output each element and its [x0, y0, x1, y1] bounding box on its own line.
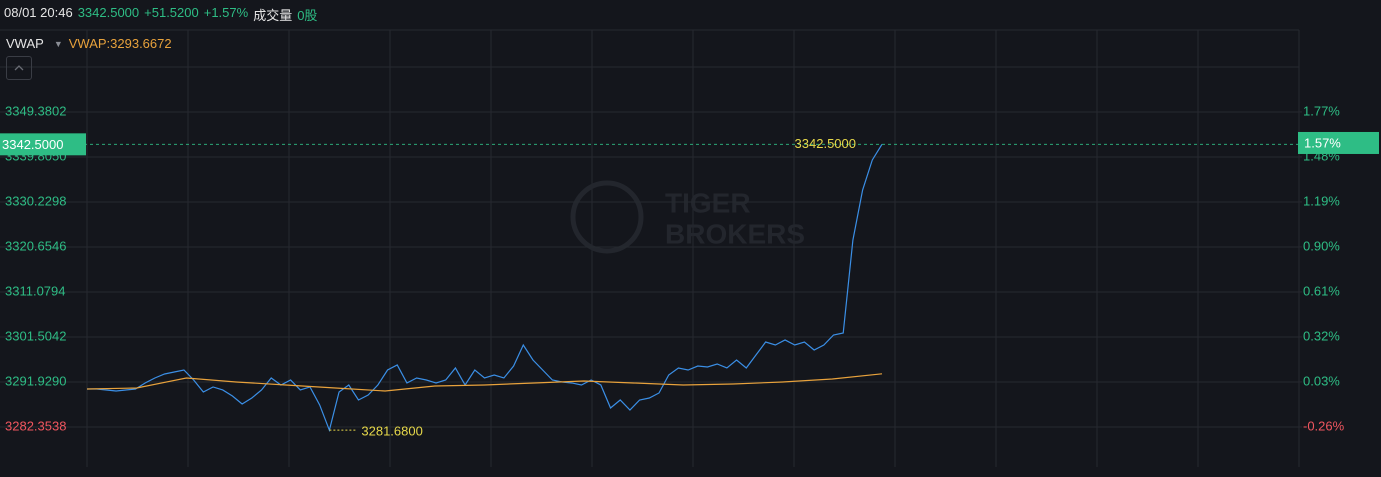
y-tick-label: 3282.3538 — [5, 418, 66, 433]
last-price-tag — [0, 133, 86, 156]
y-tick-label: 3349.3802 — [5, 103, 66, 118]
watermark-logo — [570, 180, 644, 254]
y-tick-label: 3311.0794 — [5, 283, 66, 298]
header: 08/01 20:46 3342.5000 +51.5200 +1.57% 成交… — [4, 5, 317, 24]
annotation-label: 3281.6800 — [361, 424, 422, 439]
header-change-pct: +1.57% — [203, 5, 249, 20]
last-change-tag — [1298, 131, 1379, 154]
y-tick-label: 3320.6546 — [5, 238, 66, 253]
header-volume: 0股 — [297, 8, 318, 23]
header-change: +51.5200 — [144, 5, 199, 20]
collapse-icon — [14, 65, 24, 71]
annotation-label: 3342.5000 — [795, 136, 856, 151]
watermark-text: BROKERS — [665, 218, 805, 249]
y2-tick-label: 0.03% — [1303, 373, 1340, 388]
watermark-text: TIGER — [665, 187, 751, 218]
indicator-caret[interactable]: ▼ — [53, 38, 63, 49]
y2-tick-label: 0.32% — [1303, 328, 1340, 343]
y2-tick-label: 1.77% — [1303, 103, 1340, 118]
last-price-label: 3342.5000 — [2, 137, 63, 152]
y-tick-label: 3291.9290 — [5, 373, 66, 388]
y-tick-label: 3330.2298 — [5, 193, 66, 208]
y2-tick-label: 0.61% — [1303, 283, 1340, 298]
series-line — [86, 373, 883, 392]
header-time: 08/01 20:46 — [4, 5, 73, 20]
header-price: 3342.5000 — [77, 5, 140, 20]
y2-tick-label: -0.26% — [1303, 418, 1345, 433]
series-line — [87, 144, 883, 433]
indicator-value: VWAP:3293.6672 — [68, 36, 172, 51]
y2-tick-label: 1.19% — [1303, 193, 1340, 208]
last-change-label: 1.57% — [1304, 135, 1341, 150]
indicator-selector[interactable]: VWAP — [6, 36, 44, 51]
y2-tick-label: 0.90% — [1303, 238, 1340, 253]
indicator-row: VWAP ▼ VWAP:3293.6672 — [6, 36, 172, 51]
header-volume-label: 成交量 — [253, 8, 293, 23]
collapse-button[interactable] — [6, 56, 32, 80]
y-tick-label: 3301.5042 — [5, 328, 66, 343]
